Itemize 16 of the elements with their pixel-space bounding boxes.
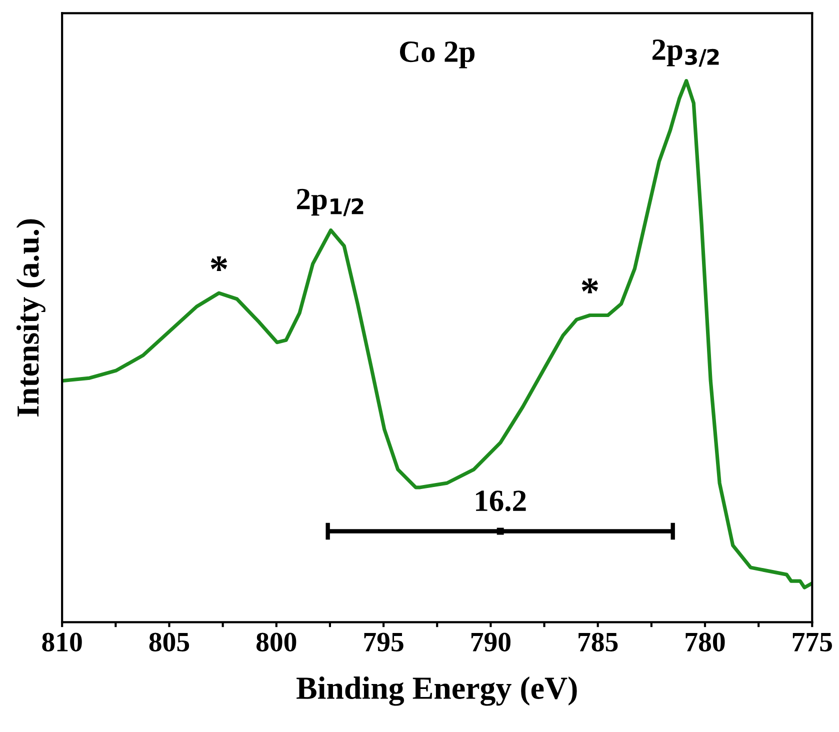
annotation: * bbox=[210, 256, 228, 272]
x-tick-label: 785 bbox=[578, 632, 618, 652]
x-tick-label: 795 bbox=[364, 632, 404, 652]
annotation: 2p$_{1/2}$ bbox=[296, 188, 364, 216]
annotation: 16.2 bbox=[476, 490, 526, 512]
y-axis-title: Intensity (a.u.) bbox=[16, 219, 46, 416]
x-tick-label: 775 bbox=[792, 633, 832, 652]
x-tick-label: 780 bbox=[686, 632, 725, 652]
annotation: * bbox=[582, 278, 598, 294]
x-tick-label: 800 bbox=[256, 632, 296, 652]
x-tick-label: 790 bbox=[471, 632, 510, 652]
x-tick-label: 810 bbox=[42, 632, 82, 652]
x-tick-label: 805 bbox=[149, 632, 190, 652]
annotation: 2p$_{3/2}$ bbox=[652, 39, 719, 67]
x-axis-title: Binding Energy (eV) bbox=[296, 676, 577, 706]
chart-title: Co 2p bbox=[400, 42, 475, 68]
